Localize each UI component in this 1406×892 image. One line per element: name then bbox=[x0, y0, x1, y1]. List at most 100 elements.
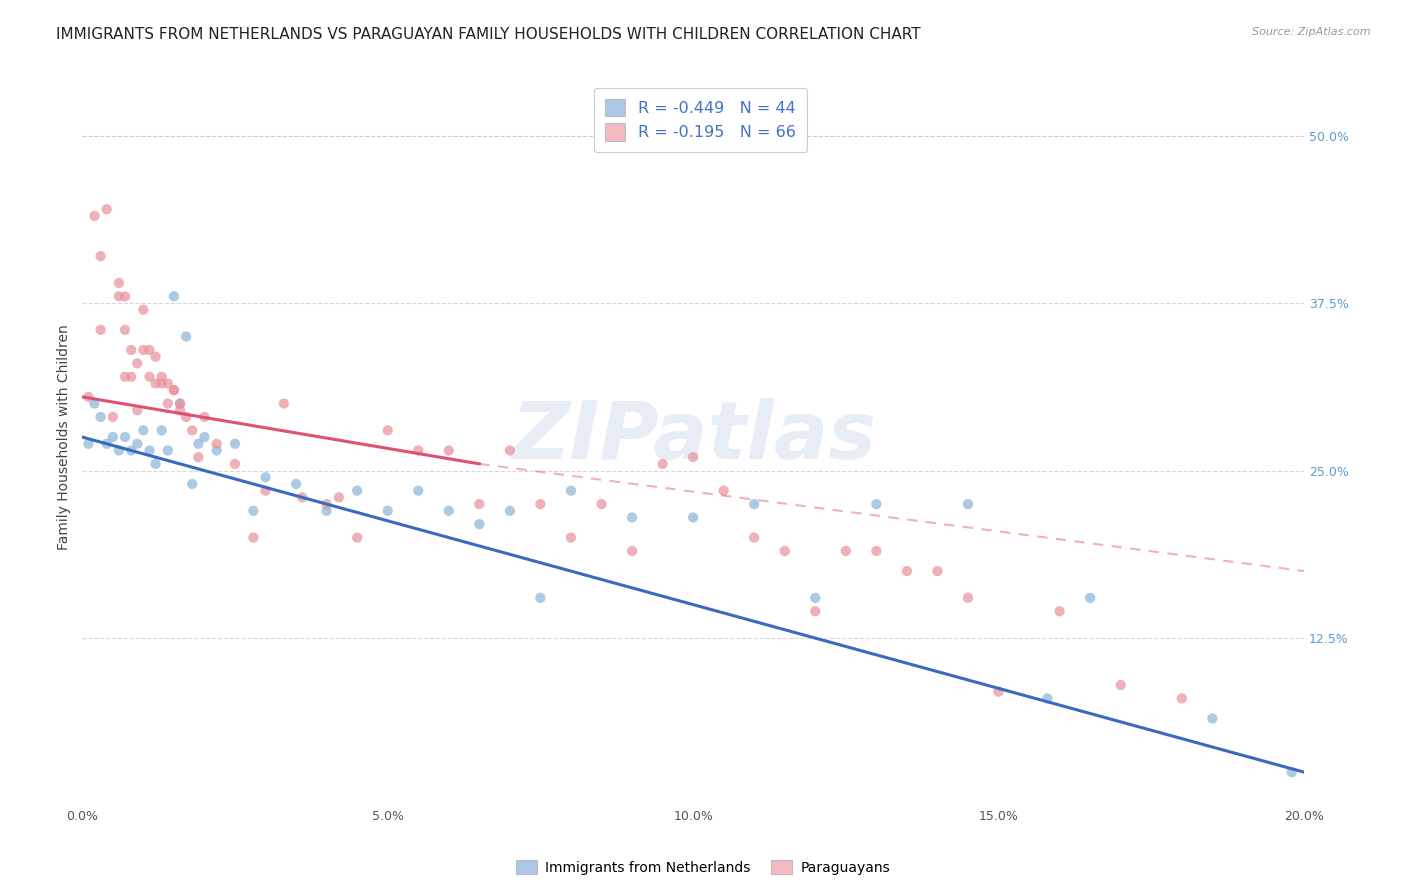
Point bbox=[120, 343, 142, 357]
Point bbox=[651, 457, 673, 471]
Point bbox=[150, 376, 173, 391]
Text: Source: ZipAtlas.com: Source: ZipAtlas.com bbox=[1253, 27, 1371, 37]
Point bbox=[713, 483, 735, 498]
Point bbox=[83, 209, 105, 223]
Point bbox=[1281, 765, 1303, 780]
Point bbox=[437, 504, 460, 518]
Point bbox=[90, 409, 112, 424]
Text: ZIPatlas: ZIPatlas bbox=[510, 398, 876, 476]
Point bbox=[1201, 712, 1223, 726]
Text: IMMIGRANTS FROM NETHERLANDS VS PARAGUAYAN FAMILY HOUSEHOLDS WITH CHILDREN CORREL: IMMIGRANTS FROM NETHERLANDS VS PARAGUAYA… bbox=[56, 27, 921, 42]
Point bbox=[273, 396, 295, 410]
Point bbox=[346, 483, 368, 498]
Point bbox=[205, 437, 228, 451]
Point bbox=[138, 369, 160, 384]
Point bbox=[377, 423, 399, 437]
Point bbox=[156, 396, 179, 410]
Point bbox=[865, 544, 887, 558]
Point bbox=[804, 604, 827, 618]
Point bbox=[224, 457, 246, 471]
Point bbox=[242, 504, 264, 518]
Point bbox=[163, 383, 186, 397]
Point bbox=[169, 396, 191, 410]
Point bbox=[1109, 678, 1132, 692]
Point bbox=[896, 564, 918, 578]
Point bbox=[205, 443, 228, 458]
Point bbox=[132, 302, 155, 317]
Point bbox=[682, 510, 704, 524]
Point bbox=[560, 483, 582, 498]
Point bbox=[742, 497, 765, 511]
Point bbox=[156, 443, 179, 458]
Point bbox=[254, 470, 277, 484]
Point bbox=[224, 437, 246, 451]
Point bbox=[591, 497, 613, 511]
Point bbox=[865, 497, 887, 511]
Point bbox=[83, 396, 105, 410]
Point bbox=[742, 531, 765, 545]
Point bbox=[187, 450, 209, 465]
Point bbox=[108, 276, 131, 290]
Point bbox=[96, 437, 118, 451]
Point bbox=[150, 423, 173, 437]
Legend: Immigrants from Netherlands, Paraguayans: Immigrants from Netherlands, Paraguayans bbox=[510, 855, 896, 880]
Point bbox=[96, 202, 118, 217]
Point bbox=[181, 423, 204, 437]
Point bbox=[987, 684, 1010, 698]
Point bbox=[927, 564, 949, 578]
Point bbox=[77, 390, 100, 404]
Point bbox=[169, 396, 191, 410]
Point bbox=[437, 443, 460, 458]
Point bbox=[621, 510, 644, 524]
Point bbox=[169, 403, 191, 417]
Point bbox=[163, 289, 186, 303]
Point bbox=[90, 323, 112, 337]
Point bbox=[1078, 591, 1101, 605]
Point bbox=[181, 477, 204, 491]
Point bbox=[804, 591, 827, 605]
Point bbox=[468, 497, 491, 511]
Point bbox=[1036, 691, 1059, 706]
Y-axis label: Family Households with Children: Family Households with Children bbox=[58, 324, 72, 550]
Point bbox=[90, 249, 112, 263]
Point bbox=[377, 504, 399, 518]
Point bbox=[499, 504, 522, 518]
Point bbox=[193, 409, 215, 424]
Point bbox=[315, 504, 337, 518]
Point bbox=[187, 437, 209, 451]
Point bbox=[132, 343, 155, 357]
Point bbox=[127, 356, 149, 370]
Point bbox=[138, 343, 160, 357]
Point bbox=[127, 437, 149, 451]
Point bbox=[529, 497, 551, 511]
Point bbox=[254, 483, 277, 498]
Point bbox=[835, 544, 858, 558]
Point bbox=[529, 591, 551, 605]
Point bbox=[956, 591, 979, 605]
Point bbox=[328, 491, 350, 505]
Point bbox=[499, 443, 522, 458]
Point bbox=[773, 544, 796, 558]
Point bbox=[145, 376, 167, 391]
Point bbox=[1049, 604, 1071, 618]
Point bbox=[132, 423, 155, 437]
Point bbox=[108, 289, 131, 303]
Point bbox=[156, 376, 179, 391]
Point bbox=[285, 477, 308, 491]
Point bbox=[406, 483, 429, 498]
Point bbox=[77, 437, 100, 451]
Point bbox=[120, 369, 142, 384]
Point bbox=[174, 409, 197, 424]
Point bbox=[163, 383, 186, 397]
Point bbox=[150, 369, 173, 384]
Point bbox=[560, 531, 582, 545]
Point bbox=[114, 430, 136, 444]
Point bbox=[346, 531, 368, 545]
Point bbox=[242, 531, 264, 545]
Point bbox=[108, 443, 131, 458]
Legend: R = -0.449   N = 44, R = -0.195   N = 66: R = -0.449 N = 44, R = -0.195 N = 66 bbox=[593, 87, 807, 152]
Point bbox=[127, 403, 149, 417]
Point bbox=[101, 430, 124, 444]
Point bbox=[193, 430, 215, 444]
Point bbox=[468, 517, 491, 532]
